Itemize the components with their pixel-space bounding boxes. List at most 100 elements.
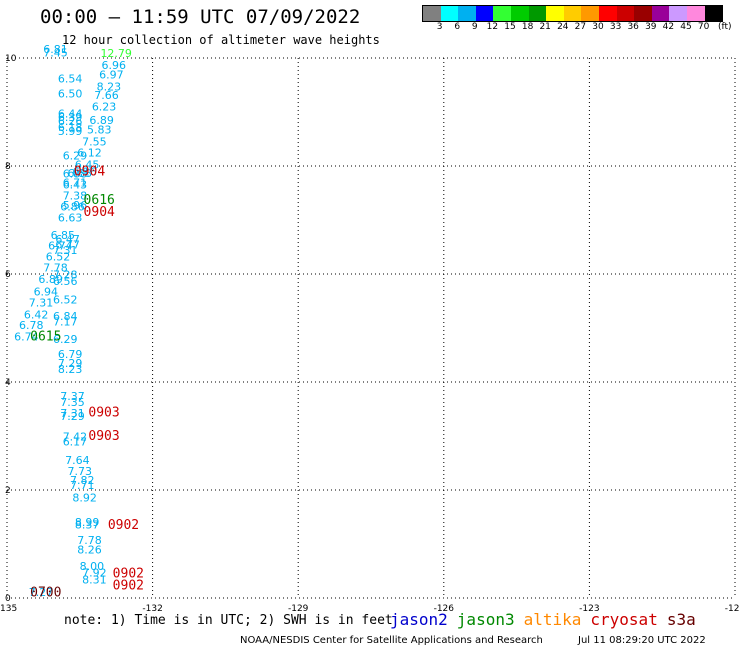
satellite-pass-time: 0904 xyxy=(74,165,105,180)
legend-jason2: jason2 xyxy=(390,610,448,629)
wave-height-value: 7.17 xyxy=(53,315,78,328)
wave-height-value: 6.79 xyxy=(58,348,83,361)
wave-height-value: 6.23 xyxy=(92,100,117,113)
color-scale-label: 27 xyxy=(574,22,587,32)
y-tick-label: 6 xyxy=(5,270,11,280)
wave-height-value: 6.17 xyxy=(63,436,88,449)
color-scale-label: 12 xyxy=(486,22,499,32)
satellite-legend: jason2 jason3 altika cryosat s3a xyxy=(390,610,705,629)
satellite-pass-time: 0616 xyxy=(84,193,115,208)
wave-height-value: 6.94 xyxy=(34,286,59,299)
color-swatch xyxy=(686,6,705,21)
wave-height-value: 7.38 xyxy=(63,189,88,202)
wave-height-value: 6.39 xyxy=(58,111,83,124)
color-swatch xyxy=(510,6,529,21)
color-scale-label: 30 xyxy=(592,22,604,32)
color-scale-label: 24 xyxy=(557,22,569,32)
wave-height-value: 8.23 xyxy=(97,80,122,93)
wave-height-value: 6.47 xyxy=(55,233,80,246)
legend-s3a: s3a xyxy=(666,610,696,629)
color-swatch xyxy=(423,6,441,21)
color-swatch xyxy=(528,6,547,21)
color-scale-label: 42 xyxy=(662,22,675,32)
color-scale-label: 21 xyxy=(539,22,551,32)
satellite-pass-time: 0903 xyxy=(88,406,119,421)
wave-height-value: 7.55 xyxy=(82,135,107,148)
color-swatch xyxy=(651,6,670,21)
satellite-pass-time: 0904 xyxy=(84,205,115,220)
wave-height-value: 7.71 xyxy=(70,479,95,492)
y-tick-label: 2 xyxy=(5,486,11,496)
wave-height-value: 6.71 xyxy=(63,177,88,190)
wave-height-value: 6.42 xyxy=(24,308,49,321)
wave-height-value: 7.28 xyxy=(53,268,78,281)
color-scale-label: 6 xyxy=(454,22,461,32)
satellite-pass-time: 0902 xyxy=(108,518,139,533)
wave-height-value: 6.29 xyxy=(53,333,78,346)
color-scale-labels: 3 6 9 12 15 18 21 24 27 30 33 36 39 42 45 70 xyxy=(422,22,740,34)
wave-height-value: 6.50 xyxy=(58,87,83,100)
wave-height-value: 7.45 xyxy=(43,46,68,59)
color-scale-label: 33 xyxy=(609,22,622,32)
chart-subtitle: 12 hour collection of altimeter wave hei… xyxy=(62,33,380,47)
y-tick-label: 10 xyxy=(5,54,17,64)
x-tick-label: -129 xyxy=(288,604,309,614)
wave-height-value: 6.85 xyxy=(51,229,76,242)
wave-height-value: 7.37 xyxy=(60,390,85,403)
color-scale-label: 15 xyxy=(504,22,516,32)
color-scale-label: 45 xyxy=(680,22,692,32)
wave-height-value: 8.26 xyxy=(77,544,102,557)
wave-height-value: 6.74 xyxy=(14,330,39,343)
wave-height-value: 7.82 xyxy=(70,474,95,487)
color-swatch xyxy=(475,6,494,21)
wave-height-value: 6.29 xyxy=(63,150,88,163)
wave-height-value: 5.83 xyxy=(87,124,112,137)
wave-height-value: 7.29 xyxy=(58,357,83,370)
satellite-pass-time: 0902 xyxy=(113,578,144,593)
color-swatch xyxy=(669,6,687,21)
color-scale-bar xyxy=(422,5,724,22)
color-swatch xyxy=(581,6,599,21)
x-tick-label: -135 xyxy=(0,604,17,614)
wave-height-value: 8.00 xyxy=(80,560,105,573)
color-swatch xyxy=(598,6,617,21)
wave-height-value: 7.42 xyxy=(63,430,88,443)
wave-height-value: 6.78 xyxy=(19,319,44,332)
credit-line: NOAA/NESDIS Center for Satellite Applica… xyxy=(240,635,543,646)
wave-height-value: 6.88 xyxy=(63,167,88,180)
wave-height-value: 8.99 xyxy=(75,516,100,529)
color-scale-label: 18 xyxy=(521,22,534,32)
color-swatch xyxy=(616,6,635,21)
wave-height-value: 7.31 xyxy=(60,407,85,420)
color-swatch xyxy=(546,6,564,21)
generated-timestamp: Jul 11 08:29:20 UTC 2022 xyxy=(578,635,706,646)
wave-height-value: 6.89 xyxy=(89,114,114,127)
x-tick-label: -132 xyxy=(142,604,162,614)
color-swatch xyxy=(634,6,652,21)
wave-height-value: 5.99 xyxy=(58,125,83,138)
wave-height-value: 8.31 xyxy=(82,573,107,586)
wave-height-value: 7.78 xyxy=(77,534,102,547)
wave-height-value: 6.56 xyxy=(53,275,78,288)
wave-height-value: 6.83 xyxy=(68,167,93,180)
wave-height-value: 6.74 xyxy=(48,240,73,253)
wave-height-value: 7.35 xyxy=(60,396,85,409)
wave-height-value: 6.18 xyxy=(58,121,83,134)
wave-height-value: 7.29 xyxy=(60,410,85,423)
color-swatch xyxy=(704,6,723,21)
wave-height-value: 6.86 xyxy=(60,200,85,213)
wave-height-value: 6.16 xyxy=(72,166,97,179)
wave-height-value: 8.92 xyxy=(72,491,97,504)
wave-height-value: 6.81 xyxy=(43,43,68,56)
satellite-pass-time: 0700 xyxy=(30,585,61,600)
wave-height-value: 6.52 xyxy=(53,294,78,307)
color-scale-label: 9 xyxy=(471,22,478,32)
color-scale-label: 36 xyxy=(627,22,639,32)
wave-height-value: 12.79 xyxy=(100,47,132,60)
wave-height-value: 6.96 xyxy=(102,59,127,72)
wave-height-value: 5.96 xyxy=(63,199,88,212)
wave-height-value: 6.63 xyxy=(58,212,83,225)
color-scale-label: 3 xyxy=(436,22,443,32)
wave-height-value: 6.45 xyxy=(75,159,100,172)
